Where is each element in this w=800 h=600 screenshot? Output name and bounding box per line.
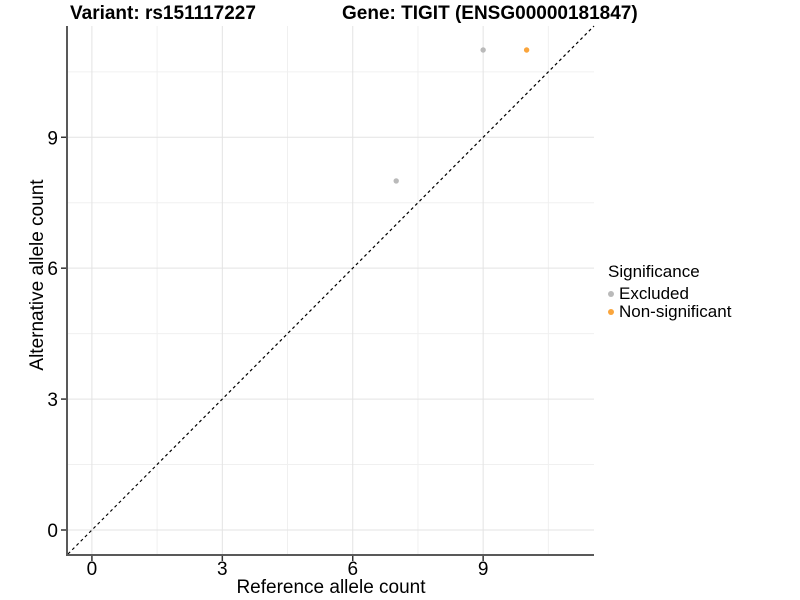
x-axis-title: Reference allele count bbox=[236, 577, 426, 598]
legend-item: Excluded bbox=[608, 284, 731, 303]
legend-dot-icon bbox=[608, 291, 614, 297]
y-tick-label: 9 bbox=[47, 128, 58, 149]
y-tick-label: 6 bbox=[47, 259, 58, 280]
x-tick-label: 9 bbox=[478, 559, 489, 580]
x-tick-label: 3 bbox=[217, 559, 228, 580]
y-tick-label: 3 bbox=[47, 390, 58, 411]
y-tick-label: 0 bbox=[47, 521, 58, 542]
y-axis-title: Alternative allele count bbox=[27, 179, 48, 371]
legend-item-label: Excluded bbox=[619, 284, 689, 303]
legend-title: Significance bbox=[608, 262, 700, 281]
legend: Significance Excluded Non-significant bbox=[608, 262, 731, 321]
data-point bbox=[523, 47, 530, 53]
plot-title-variant: Variant: rs151117227 bbox=[70, 3, 256, 24]
plot-title-row: Variant: rs151117227 Gene: TIGIT (ENSG00… bbox=[0, 3, 800, 27]
legend-item: Non-significant bbox=[608, 302, 732, 321]
legend-dot-icon bbox=[608, 309, 614, 315]
identity-line bbox=[67, 25, 595, 555]
x-tick-label: 0 bbox=[87, 559, 98, 580]
legend-item-label: Non-significant bbox=[619, 302, 732, 321]
legend-items: Excluded Non-significant bbox=[608, 284, 732, 321]
data-point bbox=[393, 178, 399, 184]
data-point bbox=[480, 47, 486, 53]
plot-title-gene: Gene: TIGIT (ENSG00000181847) bbox=[342, 3, 638, 24]
x-tick-label: 6 bbox=[347, 559, 358, 580]
